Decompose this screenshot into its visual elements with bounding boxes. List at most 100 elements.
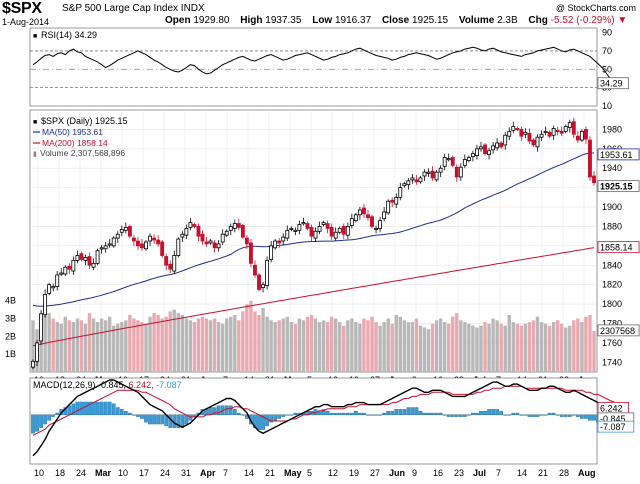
volume-bar bbox=[99, 318, 104, 372]
price-tick-label: 1800 bbox=[602, 299, 622, 309]
candle-body bbox=[293, 229, 298, 232]
macd-histogram-bar bbox=[83, 401, 88, 416]
volume-axis-label: 2B bbox=[5, 331, 16, 341]
volume-bar bbox=[354, 322, 358, 372]
macd-histogram-bar bbox=[378, 414, 382, 416]
macd-histogram-bar bbox=[442, 414, 447, 416]
macd-histogram-bar bbox=[160, 414, 164, 425]
candle-body bbox=[148, 235, 152, 242]
volume-bar bbox=[386, 318, 390, 372]
volume-bar bbox=[301, 320, 306, 372]
volume-bar bbox=[75, 318, 80, 372]
candle-body bbox=[390, 199, 395, 203]
macd-histogram-bar bbox=[39, 414, 43, 428]
candle-body bbox=[79, 253, 84, 260]
volume-bar bbox=[261, 307, 265, 372]
macd-hist-value-label: -7.087 bbox=[597, 420, 635, 433]
macd-histogram-bar bbox=[458, 414, 463, 417]
macd-histogram-bar bbox=[430, 412, 435, 416]
macd-histogram-bar bbox=[475, 412, 479, 416]
macd-histogram-bar bbox=[535, 414, 540, 417]
candle-body bbox=[160, 241, 165, 256]
volume-bar bbox=[543, 323, 548, 372]
candle-body bbox=[39, 313, 44, 342]
volume-bar bbox=[116, 323, 120, 372]
volume-bar bbox=[406, 322, 411, 372]
candle-body bbox=[232, 223, 237, 229]
macd-histogram-bar bbox=[571, 414, 576, 416]
volume-bar bbox=[414, 318, 419, 372]
candle-body bbox=[483, 144, 487, 155]
candle-body bbox=[55, 274, 60, 288]
volume-bar bbox=[91, 318, 96, 372]
volume-bar bbox=[39, 323, 43, 372]
candle-body bbox=[583, 129, 588, 140]
price-tick-label: 1840 bbox=[602, 260, 622, 270]
ticker-symbol: $SPX bbox=[2, 0, 42, 17]
volume-bar bbox=[358, 323, 362, 372]
volume-bar bbox=[273, 322, 277, 372]
volume-bar bbox=[208, 320, 213, 372]
candle-body bbox=[265, 260, 270, 287]
candle-body bbox=[458, 166, 463, 178]
change-value: -5.52 (-0.29%) bbox=[550, 15, 615, 26]
candle-body bbox=[422, 171, 427, 177]
price-tick-label: 1880 bbox=[602, 221, 622, 231]
candle-body bbox=[523, 131, 528, 135]
exchange-label: INDX bbox=[180, 3, 205, 14]
macd-histogram-bar bbox=[426, 412, 431, 416]
volume-bar bbox=[455, 313, 459, 372]
macd-histogram-bar bbox=[547, 412, 552, 416]
volume-bar bbox=[168, 311, 172, 372]
close-value: 1925.15 bbox=[411, 15, 449, 26]
macd-histogram-bar bbox=[479, 411, 483, 416]
macd-x-tick-label: 31 bbox=[181, 468, 191, 478]
candle-body bbox=[228, 226, 233, 231]
volume-bar bbox=[309, 314, 314, 372]
candle-body bbox=[111, 237, 116, 247]
candle-body bbox=[515, 128, 520, 131]
price-tick-label: 1940 bbox=[602, 163, 622, 173]
volume-bar bbox=[277, 320, 281, 372]
candle-body bbox=[216, 243, 221, 249]
svg-text:1925.15: 1925.15 bbox=[600, 182, 633, 192]
volume-bar bbox=[418, 325, 423, 372]
volume-bar bbox=[459, 320, 463, 372]
macd-histogram-bar bbox=[503, 414, 508, 416]
candle-body bbox=[71, 260, 76, 272]
candle-body bbox=[438, 167, 443, 173]
candle-body bbox=[559, 130, 564, 134]
volume-bar bbox=[495, 320, 499, 372]
price-tick-label: 1980 bbox=[602, 124, 622, 134]
macd-histogram-bar bbox=[495, 409, 499, 416]
candle-body bbox=[462, 159, 467, 166]
candle-body bbox=[67, 265, 72, 270]
macd-histogram-bar bbox=[184, 414, 189, 425]
volume-bar bbox=[410, 322, 415, 372]
macd-histogram-bar bbox=[140, 414, 144, 419]
volume-bar bbox=[237, 320, 241, 372]
svg-text:1858.14: 1858.14 bbox=[600, 243, 633, 253]
volume-bar bbox=[471, 325, 475, 372]
macd-histogram-bar bbox=[261, 414, 265, 430]
macd-x-tick-label: Jun bbox=[389, 468, 405, 478]
macd-signal-line bbox=[32, 385, 615, 436]
rsi-tick-label: 70 bbox=[602, 46, 612, 56]
candle-body bbox=[487, 150, 491, 156]
candle-body bbox=[341, 226, 346, 235]
volume-bar bbox=[132, 318, 136, 372]
volume-bar bbox=[51, 318, 55, 372]
watermark: @ StockCharts.com bbox=[555, 3, 636, 13]
macd-histogram-bar bbox=[576, 414, 580, 417]
macd-histogram-bar bbox=[463, 414, 467, 417]
volume-bar bbox=[555, 320, 560, 372]
ma50-legend: MA(50) 1953.61 bbox=[42, 127, 103, 137]
volume-bar bbox=[79, 320, 84, 372]
volume-bar bbox=[535, 316, 540, 372]
volume-bar bbox=[156, 314, 160, 372]
candle-body bbox=[204, 241, 209, 245]
macd-histogram-bar bbox=[269, 414, 273, 423]
candle-body bbox=[531, 139, 536, 146]
volume-bar bbox=[225, 318, 229, 372]
